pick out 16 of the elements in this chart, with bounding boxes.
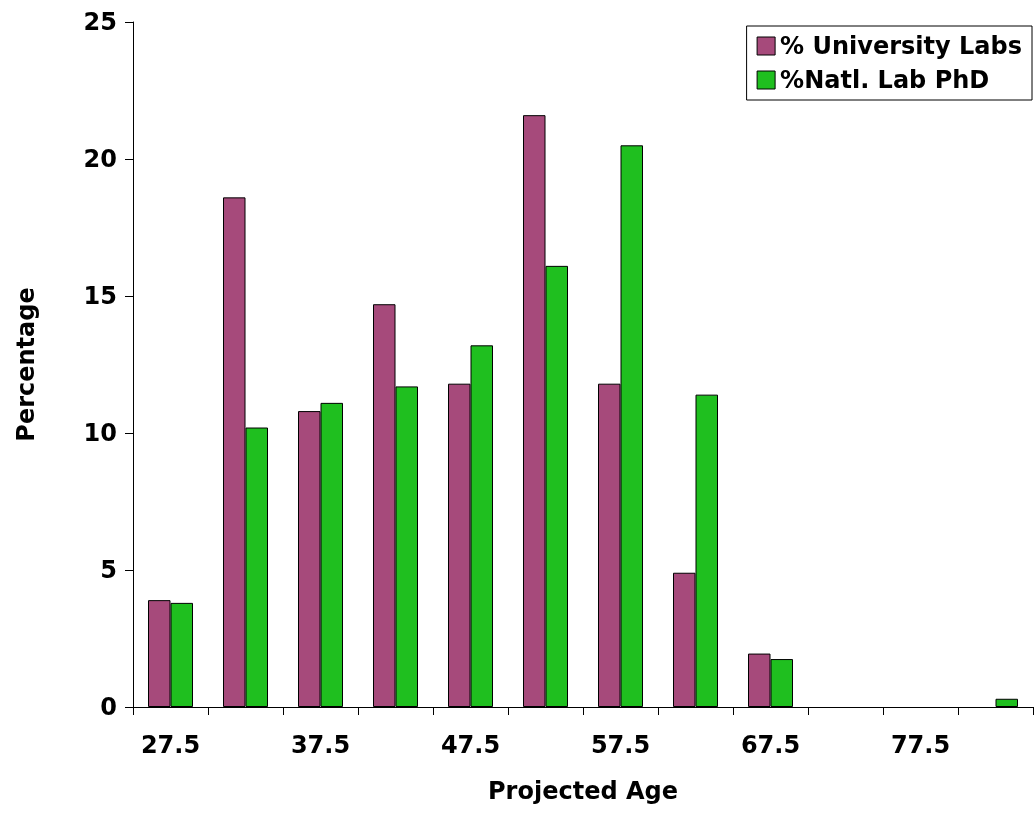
y-tick-label: 10 [83, 419, 117, 447]
y-tick-label: 0 [100, 693, 117, 721]
x-tick-label: 77.5 [890, 731, 951, 759]
y-tick-label: 25 [83, 8, 117, 36]
y-tick-label: 15 [83, 282, 117, 310]
x-tick-label: 27.5 [140, 731, 201, 759]
x-tick-label: 67.5 [740, 731, 801, 759]
y-tick-label: 20 [83, 145, 117, 173]
x-tick-label: 37.5 [290, 731, 351, 759]
legend-label: % University Labs [780, 32, 1023, 60]
y-tick-label: 5 [100, 556, 117, 584]
x-tick-label: 47.5 [440, 731, 501, 759]
legend-label: %Natl. Lab PhD [780, 66, 990, 94]
y-axis-title: Percentage [12, 287, 40, 442]
x-tick-label: 57.5 [590, 731, 651, 759]
x-axis-title: Projected Age [488, 777, 678, 805]
